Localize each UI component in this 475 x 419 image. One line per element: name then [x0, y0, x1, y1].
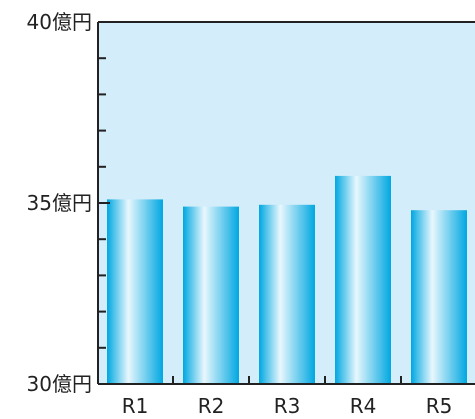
- bar-r5: [411, 210, 467, 384]
- x-tick-label-r3: R3: [274, 394, 301, 418]
- x-tick-label-r5: R5: [426, 394, 453, 418]
- x-tick-label-r2: R2: [198, 394, 225, 418]
- x-tick-label-r4: R4: [350, 394, 377, 418]
- bar-r3: [259, 204, 315, 384]
- bar-r4: [335, 175, 391, 384]
- x-tick-label-r1: R1: [122, 394, 149, 418]
- y-tick-label: 40億円: [27, 10, 92, 34]
- bar-r1: [107, 199, 163, 384]
- bar-r2: [183, 206, 239, 384]
- y-tick-label: 35億円: [27, 191, 92, 215]
- y-tick-label: 30億円: [27, 372, 92, 396]
